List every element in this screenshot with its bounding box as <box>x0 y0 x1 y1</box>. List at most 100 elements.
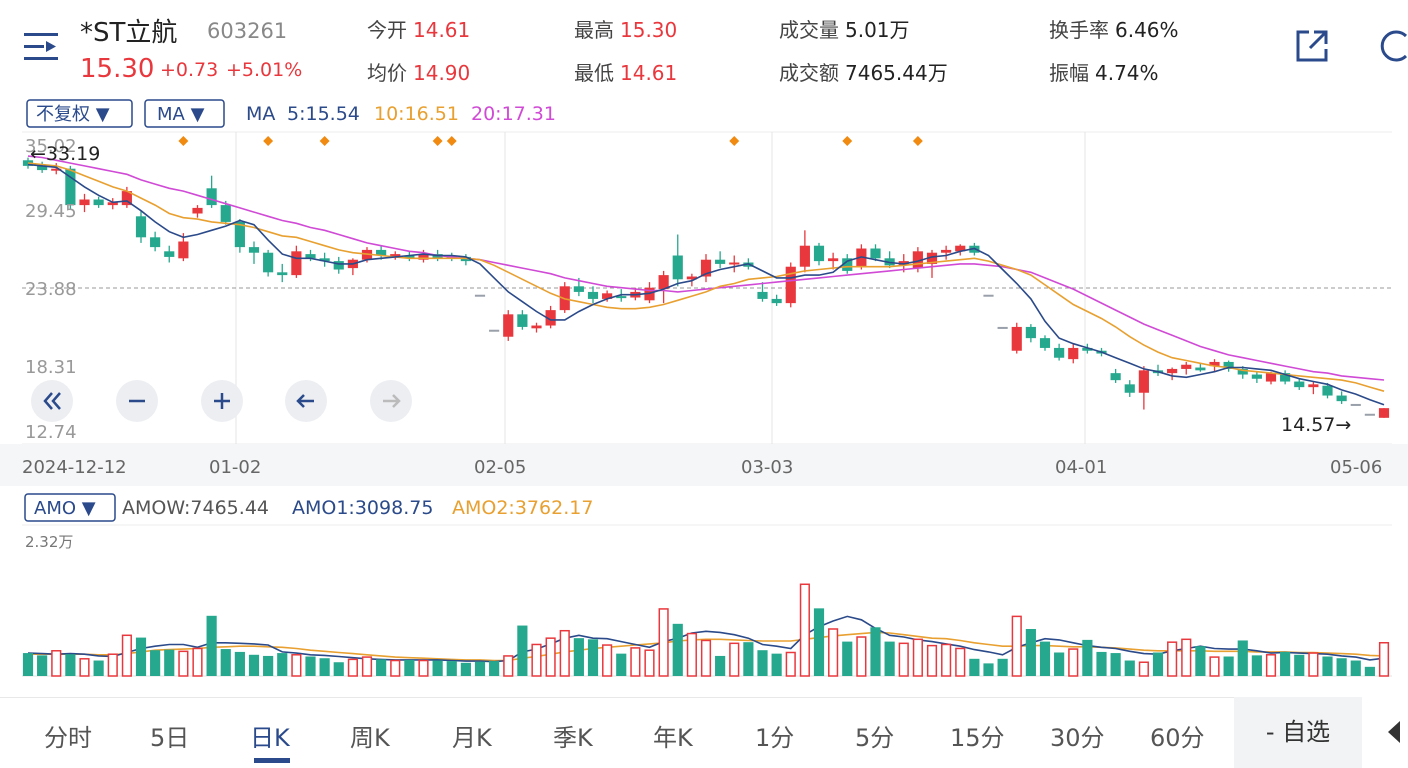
candle-body <box>319 258 330 262</box>
external-link-icon[interactable] <box>1292 26 1332 66</box>
volume-bar-down <box>489 661 500 676</box>
indicator-select[interactable]: MA ▼ <box>144 99 225 128</box>
volume-bar-up <box>545 637 556 677</box>
candle-body <box>37 165 48 171</box>
volume-bar-down <box>135 637 147 676</box>
adjust-select[interactable]: 不复权 ▼ <box>26 99 133 128</box>
candle-body <box>1308 384 1319 388</box>
volume-bar-down <box>65 654 76 676</box>
ma-prefix: MA <box>246 103 275 125</box>
tab-5day[interactable]: 5日 <box>150 724 190 752</box>
tab-monthly-k[interactable]: 月K <box>452 724 492 752</box>
volume-bar-down <box>277 653 288 676</box>
tabs-scroll-button[interactable] <box>1362 697 1408 768</box>
tab-1min[interactable]: 1分 <box>755 724 795 752</box>
candle-body <box>813 245 825 262</box>
stat-avg-label: 均价 <box>367 61 407 85</box>
candle-body <box>715 259 726 264</box>
candle-body <box>1265 373 1277 382</box>
volume-bar-up <box>785 651 796 677</box>
candle-body <box>178 241 189 259</box>
volume-bar-up <box>51 650 62 677</box>
tab-15min[interactable]: 15分 <box>950 724 1005 752</box>
candle-body <box>1209 361 1220 367</box>
candle-body <box>1068 347 1079 360</box>
volume-bar-up <box>107 653 118 677</box>
tab-daily-k[interactable]: 日K <box>250 724 290 752</box>
stat-amount-value: 7465.44万 <box>845 61 948 85</box>
volume-bar-up <box>729 642 740 677</box>
tab-30min[interactable]: 30分 <box>1050 724 1105 752</box>
candle-body <box>51 168 62 171</box>
x-label-4: 03-03 <box>741 457 793 478</box>
volume-bar-down <box>517 625 528 676</box>
tab-60min[interactable]: 60分 <box>1150 724 1205 752</box>
candle-body <box>489 329 500 332</box>
pan-left-button[interactable] <box>285 380 327 422</box>
volume-bar-up <box>1265 654 1277 677</box>
candle-body <box>333 261 344 270</box>
zoom-in-button[interactable] <box>201 380 243 422</box>
stat-amplitude: 振幅 4.74% <box>1049 57 1159 86</box>
volume-bar-down <box>1280 651 1291 676</box>
volume-bar-down <box>248 654 260 676</box>
tab-quarterly-k[interactable]: 季K <box>553 724 593 752</box>
candle-body <box>1237 368 1248 375</box>
quote-header: *ST立航 603261 15.30 +0.73 +5.01% 今开 14.61 … <box>0 0 1408 95</box>
plus-icon <box>214 393 230 409</box>
volume-bar-down <box>93 660 104 676</box>
volume-bar-down <box>404 659 415 676</box>
stat-high-label: 最高 <box>574 18 614 42</box>
candle-body <box>602 293 613 299</box>
stat-avg-value: 14.90 <box>413 61 471 85</box>
volume-bar-down <box>305 656 316 676</box>
stock-code: 603261 <box>207 19 288 43</box>
tab-intraday[interactable]: 分时 <box>44 724 92 752</box>
stat-low-label: 最低 <box>574 61 614 85</box>
y-label-5: 12.74 <box>25 422 77 443</box>
candle-body <box>65 168 76 206</box>
candle-body <box>1025 326 1036 339</box>
refresh-icon[interactable] <box>1376 26 1408 66</box>
candle-body <box>121 191 132 206</box>
stat-volume-value: 5.01万 <box>845 18 910 42</box>
add-to-watchlist-button[interactable]: - 自选 <box>1234 697 1362 768</box>
candle-body <box>941 249 952 253</box>
kline-chart[interactable]: 35.02 29.45 23.88 18.31 12.74 ←33.19 14.… <box>0 95 1408 697</box>
tab-5min[interactable]: 5分 <box>855 724 895 752</box>
tab-weekly-k[interactable]: 周K <box>350 724 390 752</box>
menu-list-icon[interactable] <box>22 28 62 66</box>
volume-bar-up <box>531 643 542 677</box>
volume-bar-down <box>1054 652 1065 676</box>
candle-body <box>926 252 938 264</box>
first-page-button[interactable] <box>31 380 73 422</box>
stat-open-label: 今开 <box>367 18 407 42</box>
volume-bar-down <box>1039 641 1051 676</box>
candle-body <box>1294 381 1305 388</box>
volume-bar-down <box>460 662 471 676</box>
zoom-out-button[interactable] <box>116 380 158 422</box>
volume-bar-down <box>983 663 994 676</box>
volume-bar-up <box>418 659 429 677</box>
arrow-left-icon <box>296 394 314 408</box>
candle-body <box>531 325 542 329</box>
candle-body <box>771 298 782 304</box>
volume-bar-up <box>898 642 909 677</box>
pan-right-button[interactable] <box>370 380 412 422</box>
ma20-value: 20:17.31 <box>471 103 556 125</box>
volume-bar-up <box>856 636 867 677</box>
candle-body <box>686 276 697 280</box>
volume-bar-down <box>333 662 344 676</box>
candle-body <box>870 248 881 259</box>
candle-body <box>672 255 683 280</box>
volume-bar-up <box>644 649 655 677</box>
tab-yearly-k[interactable]: 年K <box>653 724 693 752</box>
candle-body <box>263 252 274 273</box>
amo-select[interactable]: AMO ▼ <box>24 493 116 522</box>
stat-volume: 成交量 5.01万 <box>779 14 910 43</box>
volume-bar-up <box>291 654 302 677</box>
candle-body <box>503 314 514 337</box>
stat-amplitude-value: 4.74% <box>1095 61 1159 85</box>
volume-bar-down <box>1195 646 1206 676</box>
volume-bar-down <box>1322 656 1333 676</box>
